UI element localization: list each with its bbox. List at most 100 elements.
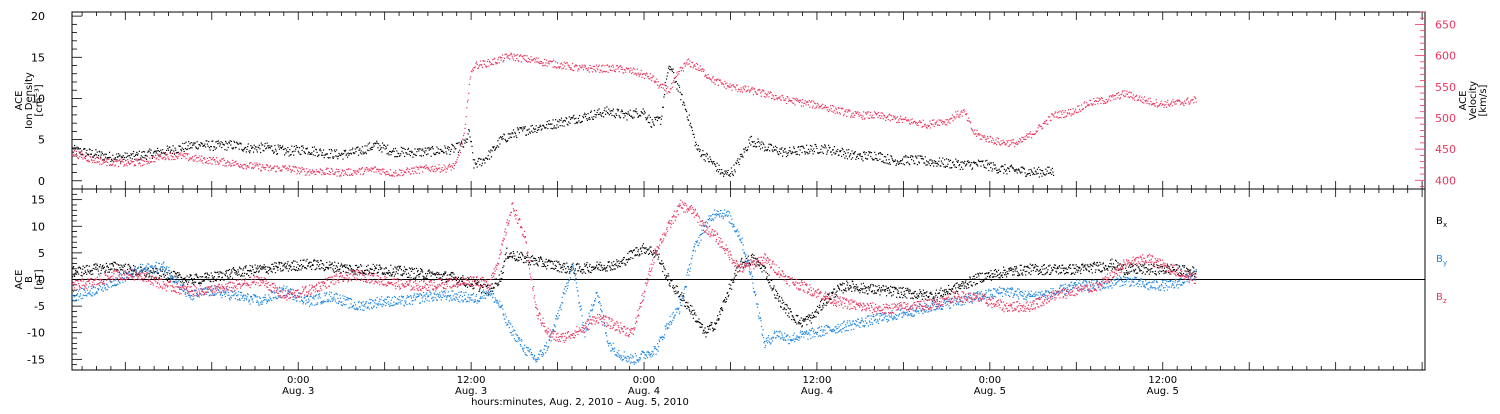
top-panel-point-red-347 (297, 170, 298, 171)
top-panel-point-red-328 (285, 165, 286, 166)
top-panel-point-red-735 (549, 63, 550, 64)
top-panel-point-red-1416 (990, 136, 991, 137)
bottom-panel-point-black-646 (398, 270, 399, 271)
top-panel-point-red-1498 (1043, 123, 1044, 124)
bottom-panel-point-black-216 (181, 277, 182, 278)
bottom-panel-point-black-637 (393, 271, 394, 272)
top-panel-point-red-1072 (767, 93, 768, 94)
top-panel-point-red-759 (564, 66, 565, 67)
bottom-panel-point-black-997 (575, 268, 576, 269)
bottom-panel-point-black-1259 (707, 326, 708, 327)
top-panel-point-black-130 (156, 151, 157, 152)
top-panel-point-red-637 (485, 65, 486, 66)
top-panel-point-black-642 (488, 150, 489, 151)
top-panel-point-black-960 (694, 145, 695, 146)
bottom-panel-point-black-322 (234, 272, 235, 273)
bottom-panel-point-black-851 (501, 278, 502, 279)
top-panel-point-black-615 (471, 141, 472, 142)
top-panel-point-red-1331 (935, 124, 936, 125)
top-panel-point-black-795 (587, 113, 588, 114)
top-panel-point-black-1390 (973, 161, 974, 162)
top-panel-point-red-649 (493, 64, 494, 65)
bottom-panel-point-black-1233 (694, 313, 695, 314)
bottom-panel-point-black-337 (242, 273, 243, 274)
top-panel-point-red-1479 (1031, 137, 1032, 138)
top-panel-point-red-1360 (954, 117, 955, 118)
top-panel-point-black-448 (362, 151, 363, 152)
top-panel-point-black-185 (192, 145, 193, 146)
top-panel-point-black-1089 (778, 154, 779, 155)
top-panel-point-red-56 (108, 158, 109, 159)
bottom-panel-point-black-303 (225, 275, 226, 276)
bottom-panel-point-black-902 (527, 255, 528, 256)
top-panel-point-black-973 (703, 154, 704, 155)
top-panel-point-red-1364 (956, 114, 957, 115)
top-panel-point-red-16 (82, 158, 83, 159)
top-panel-point-black-894 (652, 119, 653, 120)
bottom-panel-point-black-1008 (580, 271, 581, 272)
bottom-panel-point-black-465 (307, 259, 308, 260)
top-panel-point-red-1270 (895, 117, 896, 118)
top-panel-point-black-1270 (895, 165, 896, 166)
top-panel-point-black-228 (220, 143, 221, 144)
bottom-panel-point-black-449 (298, 269, 299, 270)
top-panel-point-black-85 (127, 156, 128, 157)
top-panel-point-red-1211 (857, 112, 858, 113)
top-panel-point-black-965 (698, 145, 699, 146)
top-panel-point-black-99 (136, 152, 137, 153)
top-panel-point-red-991 (715, 84, 716, 85)
bottom-panel-point-black-356 (252, 265, 253, 266)
top-panel-point-black-668 (505, 140, 506, 141)
top-panel-point-black-672 (508, 133, 509, 134)
bottom-panel-point-black-611 (380, 269, 381, 270)
top-panel-point-red-958 (693, 66, 694, 67)
bottom-panel-point-black-1161 (658, 259, 659, 260)
top-panel-point-red-1160 (824, 106, 825, 107)
top-panel-point-red-941 (682, 68, 683, 69)
bottom-panel-point-black-88 (116, 263, 117, 264)
top-panel-point-black-508 (401, 151, 402, 152)
bottom-panel-point-black-1021 (587, 267, 588, 268)
top-panel-point-black-872 (637, 117, 638, 118)
top-panel-point-black-898 (654, 117, 655, 118)
bottom-panel-point-black-725 (438, 274, 439, 275)
bottom-panel-point-black-682 (416, 268, 417, 269)
bottom-panel-point-black-74 (109, 263, 110, 264)
top-panel-point-black-471 (377, 147, 378, 148)
bottom-panel-point-black-236 (191, 278, 192, 279)
top-panel-point-red-1621 (1123, 95, 1124, 96)
top-panel-point-red-1124 (801, 106, 802, 107)
top-panel-point-red-702 (527, 61, 528, 62)
top-panel-point-black-641 (488, 155, 489, 156)
top-panel-point-red-287 (258, 168, 259, 169)
bottom-panel-point-black-181 (163, 273, 164, 274)
top-panel-point-red-1561 (1084, 101, 1085, 102)
top-panel-point-black-1000 (720, 172, 721, 173)
bottom-panel-point-black-1130 (642, 245, 643, 246)
top-panel-point-black-1130 (805, 153, 806, 154)
top-panel-point-red-1513 (1053, 115, 1054, 116)
top-panel-point-black-1116 (796, 154, 797, 155)
bottom-panel-point-black-188 (167, 280, 168, 281)
bottom-panel-point-black-480 (314, 260, 315, 261)
bottom-panel-point-black-334 (240, 268, 241, 269)
top-panel-point-black-252 (235, 147, 236, 148)
bottom-panel-point-black-742 (446, 281, 447, 282)
top-panel-point-red-1670 (1155, 106, 1156, 107)
top-panel-point-black-503 (398, 153, 399, 154)
top-panel-point-red-921 (669, 92, 670, 93)
top-panel-point-black-647 (492, 150, 493, 151)
top-panel-point-black-374 (315, 155, 316, 156)
top-panel-point-black-121 (150, 150, 151, 151)
bottom-panel-point-black-172 (159, 277, 160, 278)
top-panel-point-red-1007 (725, 83, 726, 84)
top-panel-point-black-5 (75, 148, 76, 149)
top-panel-point-red-1180 (837, 113, 838, 114)
top-panel-point-black-1261 (890, 164, 891, 165)
top-panel-point-black-746 (556, 127, 557, 128)
bottom-panel-point-black-793 (472, 284, 473, 285)
bottom-panel-point-black-673 (411, 268, 412, 269)
top-panel-point-red-963 (696, 69, 697, 70)
bottom-panel-point-black-848 (500, 278, 501, 279)
top-panel-point-black-52 (106, 154, 107, 155)
